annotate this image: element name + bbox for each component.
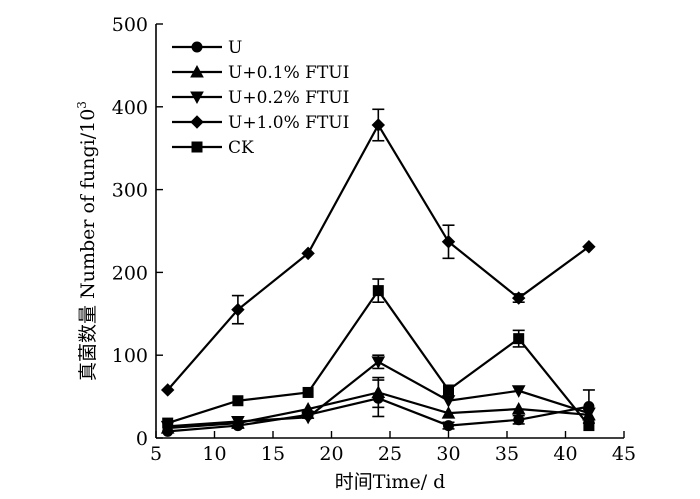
legend-item: U+0.2% FTUI <box>172 88 349 108</box>
square-marker <box>583 420 595 432</box>
legend-label: U+0.1% FTUI <box>228 63 349 83</box>
diamond-marker <box>441 235 456 249</box>
x-tick-label: 45 <box>612 443 636 465</box>
triangle-up-marker <box>441 406 456 419</box>
square-marker <box>191 141 203 153</box>
diamond-marker <box>301 246 315 261</box>
triangle-up-marker <box>511 401 526 415</box>
square-marker <box>232 395 244 407</box>
diamond-marker <box>511 291 526 305</box>
x-tick-label: 20 <box>319 443 343 465</box>
x-tick-label: 25 <box>378 443 402 465</box>
legend-item: U+1.0% FTUI <box>172 113 349 133</box>
triangle-down-marker <box>511 385 526 398</box>
triangle-down-marker <box>190 91 204 105</box>
series-group <box>160 108 596 437</box>
square-marker <box>443 384 454 396</box>
legend-label: CK <box>228 138 254 158</box>
triangle-down-marker <box>231 415 245 429</box>
triangle-down-marker <box>582 407 596 421</box>
y-tick-label: 500 <box>112 14 148 36</box>
y-ticks: 0 100 200 300 400 500 <box>112 14 163 450</box>
legend-label: U <box>228 38 242 58</box>
x-axis-title: 时间Time/ d <box>335 471 446 493</box>
x-tick-label: 15 <box>261 443 285 465</box>
legend: U U+0.1% FTUI U+0.2% FTUI U+1.0% FTUI CK <box>172 38 349 158</box>
square-marker <box>302 386 314 398</box>
y-tick-label: 300 <box>112 180 148 202</box>
series-line <box>166 122 590 391</box>
diamond-marker <box>160 383 175 397</box>
y-axis-title-main: 真菌数量 Number of fungi/10 <box>77 109 99 381</box>
diamond-marker <box>371 118 386 132</box>
legend-label: U+0.2% FTUI <box>228 88 349 108</box>
x-ticks: 5 10 15 20 25 30 35 40 45 <box>150 431 636 465</box>
axes <box>155 24 624 439</box>
square-marker <box>162 417 174 429</box>
circle-marker <box>443 420 454 432</box>
triangle-up-marker <box>190 64 204 78</box>
triangle-up-marker <box>371 385 386 398</box>
x-tick-label: 5 <box>150 443 162 465</box>
y-tick-label: 200 <box>112 262 148 284</box>
diamond-marker <box>582 240 596 254</box>
y-tick-label: 400 <box>112 97 148 119</box>
circle-marker <box>513 414 525 426</box>
triangle-down-marker <box>301 411 315 425</box>
y-tick-label: 0 <box>136 428 148 450</box>
legend-label: U+1.0% FTUI <box>228 113 349 133</box>
square-marker <box>513 333 525 345</box>
legend-item: U <box>172 38 242 58</box>
triangle-down-marker <box>371 356 386 369</box>
circle-marker <box>191 41 203 53</box>
y-axis-title: 真菌数量 Number of fungi/103 <box>75 101 99 381</box>
x-tick-label: 10 <box>202 443 226 465</box>
x-tick-label: 35 <box>495 443 519 465</box>
x-tick-label: 40 <box>553 443 577 465</box>
series-5 <box>162 278 595 432</box>
x-tick-label: 30 <box>436 443 460 465</box>
legend-item: U+0.1% FTUI <box>172 63 349 83</box>
triangle-down-marker <box>441 395 456 408</box>
series-4 <box>160 108 596 397</box>
y-axis-title-superscript: 3 <box>75 101 89 109</box>
y-tick-label: 100 <box>112 345 148 367</box>
series-3 <box>160 354 596 434</box>
legend-item: CK <box>172 138 254 158</box>
diamond-marker <box>190 115 204 129</box>
diamond-marker <box>231 302 245 317</box>
square-marker <box>372 285 384 297</box>
